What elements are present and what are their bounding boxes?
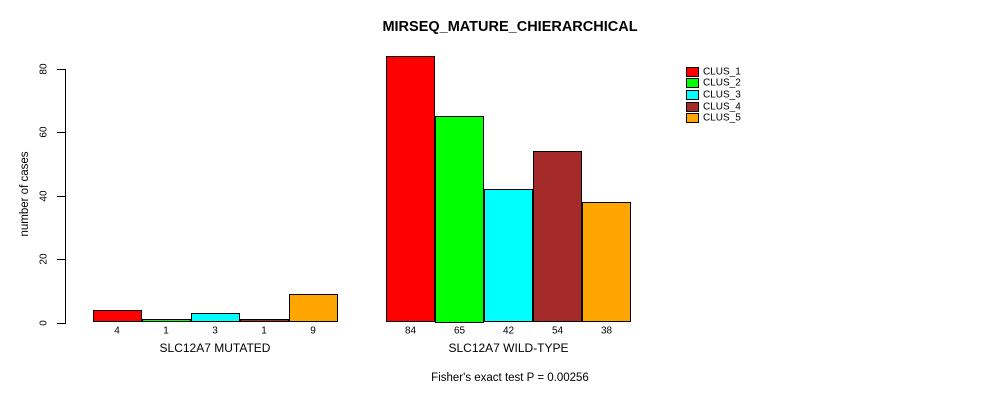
legend-label-clus_1: CLUS_1 bbox=[703, 66, 741, 77]
legend-label-clus_2: CLUS_2 bbox=[703, 77, 741, 89]
bar-clus_4 bbox=[239, 319, 289, 323]
y-axis-label: number of cases bbox=[19, 151, 31, 237]
bar-clus_1 bbox=[92, 309, 142, 323]
bar-value-label: 65 bbox=[453, 325, 466, 337]
bar-clus_5 bbox=[288, 293, 338, 323]
bar-value-label: 84 bbox=[404, 325, 417, 337]
bar-value-label: 9 bbox=[310, 325, 316, 337]
y-axis-tick bbox=[57, 322, 65, 324]
bar-clus_1 bbox=[386, 55, 435, 323]
bar-clus_5 bbox=[582, 201, 631, 323]
bar-value-label: 4 bbox=[114, 325, 120, 337]
legend-label-clus_5: CLUS_5 bbox=[703, 112, 741, 124]
legend-label-clus_3: CLUS_3 bbox=[703, 89, 741, 101]
y-axis-tick-label: 20 bbox=[38, 253, 50, 265]
bar-clus_2 bbox=[435, 116, 484, 323]
y-axis-tick-label: 80 bbox=[38, 62, 50, 75]
y-axis-tick-label: 60 bbox=[38, 126, 50, 138]
bar-value-label: 3 bbox=[212, 325, 218, 337]
legend-swatch-clus_1 bbox=[686, 66, 699, 77]
legend-swatch-clus_5 bbox=[686, 113, 699, 124]
y-axis-tick bbox=[57, 132, 65, 133]
footnote-fishers-test: Fisher's exact test P = 0.00256 bbox=[431, 372, 589, 384]
x-axis-group-label: SLC12A7 MUTATED bbox=[159, 341, 271, 355]
y-axis-tick bbox=[57, 259, 65, 260]
bar-value-label: 54 bbox=[551, 325, 564, 337]
bar-clus_3 bbox=[484, 189, 533, 323]
y-axis-tick-label: 40 bbox=[38, 189, 50, 202]
bar-value-label: 38 bbox=[600, 325, 613, 337]
legend-label-clus_4: CLUS_4 bbox=[703, 101, 741, 113]
y-axis-tick bbox=[57, 68, 65, 70]
legend-swatch-clus_3 bbox=[686, 89, 699, 100]
bar-clus_4 bbox=[533, 151, 582, 323]
y-axis-line bbox=[65, 68, 66, 324]
bar-clus_2 bbox=[141, 319, 191, 323]
y-axis-tick-label: 0 bbox=[38, 319, 50, 326]
chart-title: MIRSEQ_MATURE_CHIERARCHICAL bbox=[382, 19, 638, 35]
bar-value-label: 1 bbox=[261, 325, 267, 337]
x-axis-group-label: SLC12A7 WILD-TYPE bbox=[448, 341, 569, 355]
y-axis-tick bbox=[57, 195, 65, 197]
legend-swatch-clus_2 bbox=[686, 78, 699, 89]
bar-value-label: 1 bbox=[163, 325, 169, 337]
bar-clus_3 bbox=[190, 312, 240, 323]
legend-swatch-clus_4 bbox=[686, 101, 699, 112]
bar-value-label: 42 bbox=[502, 325, 515, 337]
